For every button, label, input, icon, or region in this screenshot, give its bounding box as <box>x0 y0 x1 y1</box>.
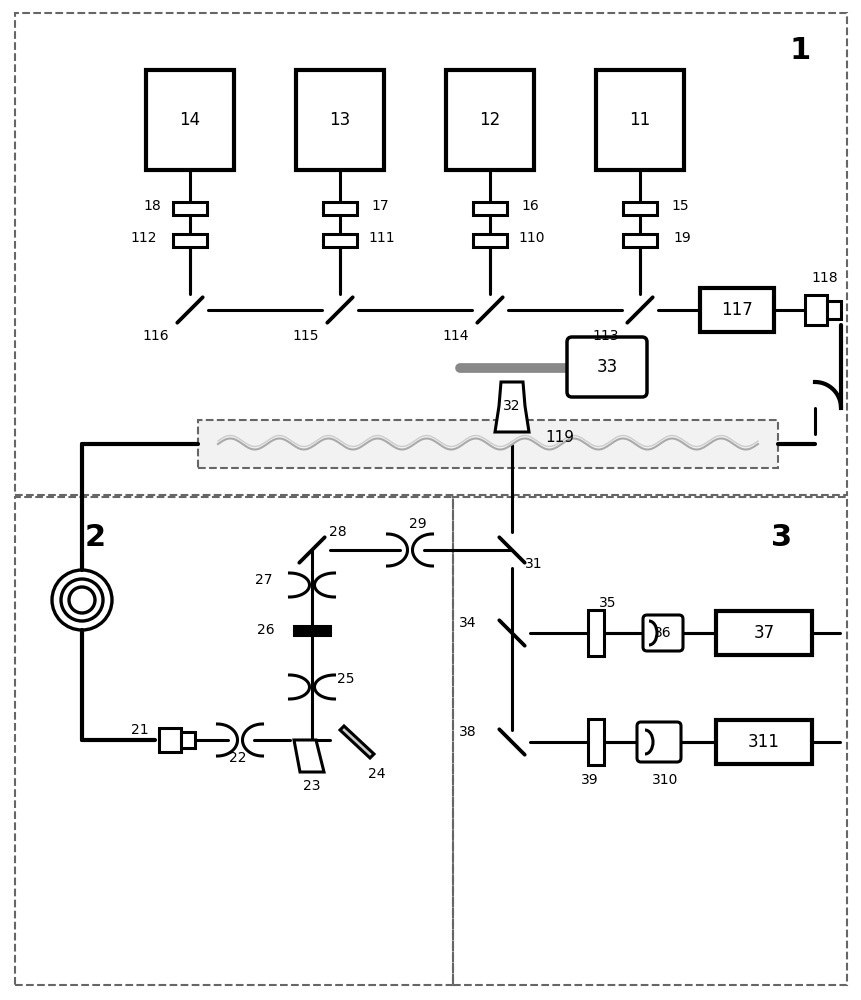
Text: 12: 12 <box>479 111 500 129</box>
Bar <box>146 70 233 170</box>
Text: 113: 113 <box>592 329 618 343</box>
Bar <box>623 233 656 246</box>
Text: 38: 38 <box>459 725 476 739</box>
Text: 311: 311 <box>747 733 779 751</box>
Bar <box>623 202 656 215</box>
Text: 35: 35 <box>598 596 616 610</box>
Bar <box>173 233 207 246</box>
Text: 115: 115 <box>293 329 319 343</box>
Text: 23: 23 <box>303 779 320 793</box>
Text: 2: 2 <box>84 524 105 552</box>
Text: 32: 32 <box>503 399 520 413</box>
Text: 118: 118 <box>811 271 838 285</box>
Text: 31: 31 <box>524 557 542 571</box>
Text: 114: 114 <box>443 329 468 343</box>
Bar <box>595 70 684 170</box>
Text: 117: 117 <box>721 301 752 319</box>
Bar <box>295 70 383 170</box>
Text: 39: 39 <box>580 773 598 787</box>
Bar <box>294 626 330 634</box>
Text: 29: 29 <box>409 517 426 531</box>
Text: 15: 15 <box>671 199 688 213</box>
Text: 17: 17 <box>371 199 388 213</box>
Text: 26: 26 <box>257 623 275 637</box>
FancyBboxPatch shape <box>567 337 647 397</box>
Text: 111: 111 <box>369 231 395 245</box>
Bar <box>15 497 453 985</box>
Polygon shape <box>494 382 529 432</box>
Bar <box>198 420 777 468</box>
Text: 34: 34 <box>459 616 476 630</box>
Bar <box>587 610 604 656</box>
Text: 116: 116 <box>143 329 169 343</box>
Text: 21: 21 <box>131 723 149 737</box>
Bar <box>181 732 195 748</box>
Bar <box>715 611 811 655</box>
Text: 27: 27 <box>255 573 272 587</box>
Bar <box>323 233 356 246</box>
Polygon shape <box>294 740 324 772</box>
Text: 25: 25 <box>337 672 355 686</box>
Bar <box>15 13 846 495</box>
Text: 36: 36 <box>653 626 671 640</box>
Bar <box>158 728 181 752</box>
Text: 13: 13 <box>329 111 350 129</box>
Text: 37: 37 <box>753 624 774 642</box>
Text: 1: 1 <box>789 36 809 65</box>
Text: 22: 22 <box>229 751 246 765</box>
Polygon shape <box>339 726 374 758</box>
Bar <box>173 202 207 215</box>
Text: 33: 33 <box>596 358 617 376</box>
Text: 14: 14 <box>179 111 201 129</box>
Bar <box>715 720 811 764</box>
Bar <box>826 301 840 319</box>
Text: 19: 19 <box>672 231 690 245</box>
Bar <box>445 70 533 170</box>
Text: 3: 3 <box>771 524 791 552</box>
Text: 18: 18 <box>143 199 161 213</box>
Bar <box>473 202 506 215</box>
Text: 119: 119 <box>545 430 573 446</box>
Text: 11: 11 <box>629 111 650 129</box>
Bar <box>699 288 773 332</box>
Text: 16: 16 <box>521 199 538 213</box>
FancyBboxPatch shape <box>642 615 682 651</box>
Text: 110: 110 <box>518 231 545 245</box>
Bar <box>323 202 356 215</box>
Text: 310: 310 <box>651 773 678 787</box>
Bar <box>473 233 506 246</box>
Text: 28: 28 <box>329 525 346 539</box>
Bar <box>804 295 826 325</box>
Text: 112: 112 <box>131 231 157 245</box>
Bar <box>453 497 846 985</box>
Text: 24: 24 <box>368 767 386 781</box>
Bar <box>587 719 604 765</box>
FancyBboxPatch shape <box>636 722 680 762</box>
